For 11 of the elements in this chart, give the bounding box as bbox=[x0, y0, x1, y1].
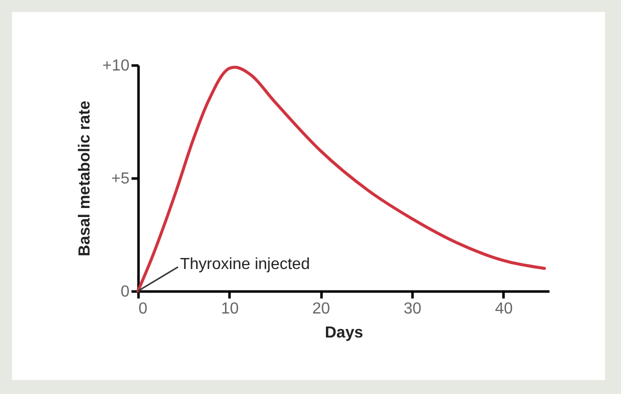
x-axis-title: Days bbox=[324, 324, 364, 342]
annotation: Thyroxine injected bbox=[180, 256, 310, 273]
x-tick-label: 20 bbox=[312, 300, 330, 318]
x-tick-label: 30 bbox=[404, 300, 422, 318]
x-tick-label: 10 bbox=[220, 300, 239, 318]
y-tick-label: +10 bbox=[102, 58, 130, 74]
y-axis-title: Basal metabolic rate bbox=[76, 100, 94, 256]
x-tick-label: 0 bbox=[138, 300, 148, 318]
y-tick-label: 0 bbox=[120, 284, 130, 300]
x-tick-label: 40 bbox=[494, 300, 513, 318]
y-tick-label: +5 bbox=[111, 170, 130, 188]
